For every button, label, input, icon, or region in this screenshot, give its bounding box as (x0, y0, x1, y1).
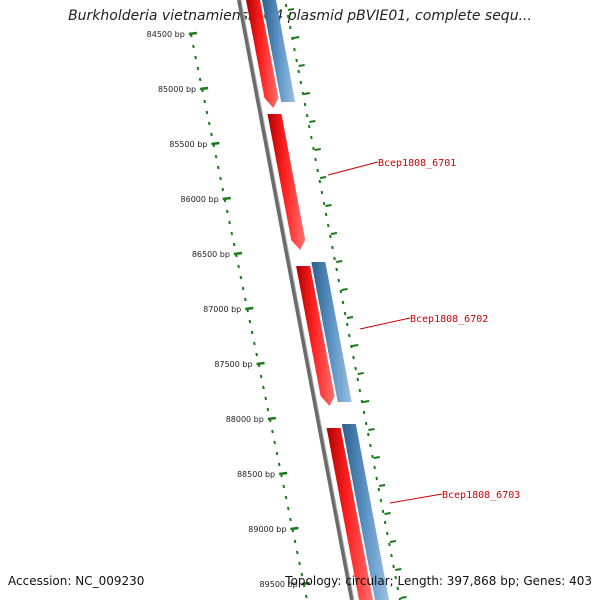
gene-bar-2[interactable] (311, 262, 352, 402)
cds-arrow-1b[interactable] (267, 114, 306, 250)
gene-label[interactable]: Bcep1808_6701 (378, 158, 456, 169)
gene-label[interactable]: Bcep1808_6702 (410, 314, 488, 325)
genome-summary: Topology: circular; Length: 397,868 bp; … (285, 574, 592, 588)
gene-label[interactable]: Bcep1808_6703 (442, 490, 520, 501)
ruler-tick-label: 89000 bp (248, 525, 286, 534)
ruler-tick-label: 89500 bp (260, 580, 298, 589)
ruler-tick-label: 84500 bp (147, 30, 185, 39)
ruler-tick-label: 86000 bp (181, 195, 219, 204)
gene-bar-3[interactable] (341, 424, 389, 600)
map-title: Burkholderia vietnamiensis G4 plasmid pB… (68, 8, 532, 24)
cds-arrow-1a[interactable] (246, 0, 279, 108)
ruler-tick-label: 87500 bp (214, 360, 252, 369)
ruler-tick-label: 87000 bp (203, 305, 241, 314)
backbone-line (237, 0, 355, 600)
ruler-tick-label: 85500 bp (169, 140, 207, 149)
accession-text: Accession: NC_009230 (8, 574, 145, 588)
ruler-tick-label: 88000 bp (226, 415, 264, 424)
gene-bar-1[interactable] (262, 0, 296, 102)
ruler-tick-label: 85000 bp (158, 85, 196, 94)
cds-arrow-2[interactable] (296, 266, 335, 406)
outer-ruler (284, 3, 407, 600)
inner-ruler: 84500 bp 85000 bp 85500 bp 86000 bp 86500 bp… (147, 30, 310, 599)
ruler-tick-label: 88500 bp (237, 470, 275, 479)
ruler-tick-label: 86500 bp (192, 250, 230, 259)
cds-arrow-3[interactable] (326, 428, 373, 600)
